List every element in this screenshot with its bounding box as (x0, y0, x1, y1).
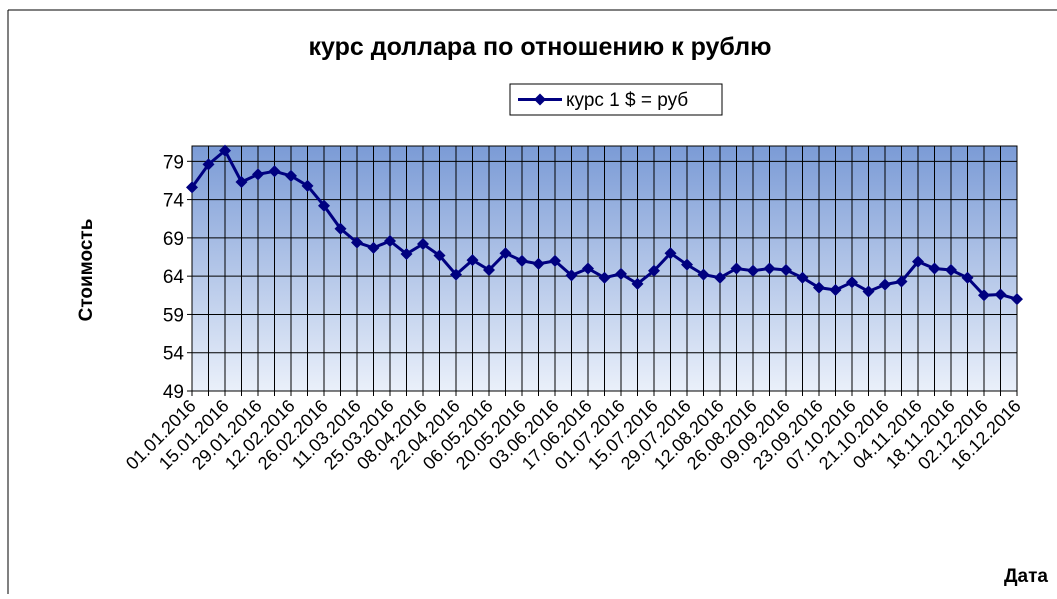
data-point (219, 144, 231, 157)
y-tick-label: 59 (163, 305, 184, 326)
y-tick-label: 54 (163, 344, 185, 365)
data-point (879, 278, 891, 291)
data-point (532, 257, 545, 270)
legend: курс 1 $ = руб (509, 83, 723, 116)
y-tick-label: 64 (163, 267, 185, 288)
data-point (631, 277, 644, 290)
y-tick-label: 69 (163, 229, 184, 250)
data-point (763, 262, 776, 275)
data-point (813, 281, 825, 294)
data-point (384, 234, 396, 247)
chart-title: курс доллара по отношению к рублю (309, 33, 772, 61)
data-point (895, 275, 908, 288)
data-point (186, 181, 198, 194)
data-point (648, 264, 660, 277)
data-point (499, 247, 512, 260)
y-tick-label: 74 (163, 191, 185, 212)
data-point (367, 241, 380, 254)
data-point (466, 254, 479, 267)
data-point (978, 289, 990, 302)
legend-label: курс 1 $ = руб (566, 90, 688, 111)
data-point (961, 271, 974, 284)
data-point (928, 262, 941, 275)
plot-area: 4954596469747901.01.201615.01.201629.01.… (122, 144, 1025, 474)
y-tick-label: 79 (163, 152, 184, 173)
data-point (994, 288, 1007, 301)
data-point (747, 264, 759, 277)
x-axis-title: Дата (1004, 566, 1048, 587)
data-point (829, 283, 842, 296)
data-point (252, 168, 264, 181)
data-point (846, 276, 858, 289)
data-point (912, 255, 924, 268)
data-point (565, 269, 578, 282)
y-tick-label: 49 (163, 382, 184, 403)
data-point (400, 247, 413, 260)
data-point (582, 262, 594, 275)
data-point (483, 264, 495, 277)
data-point (301, 179, 314, 192)
data-point (664, 247, 677, 260)
data-point (268, 165, 281, 178)
legend-marker (534, 93, 546, 106)
data-point (697, 268, 710, 281)
data-point (417, 238, 429, 250)
y-axis-title: Стоимость (76, 219, 97, 322)
data-point (202, 158, 215, 171)
data-point (615, 267, 627, 280)
data-point (235, 175, 248, 188)
data-point (450, 268, 462, 281)
data-point (1011, 293, 1023, 306)
data-point (318, 199, 330, 212)
data-point (433, 249, 446, 262)
data-point (945, 264, 957, 277)
data-point (780, 264, 792, 277)
data-point (351, 236, 363, 249)
data-point (598, 271, 611, 284)
data-point (334, 222, 347, 235)
data-point (730, 262, 743, 275)
data-point (714, 271, 726, 284)
data-point (516, 254, 528, 267)
data-point (285, 169, 297, 182)
data-point (549, 254, 561, 267)
data-point (681, 258, 693, 271)
data-point (796, 271, 809, 284)
data-point (862, 285, 875, 298)
